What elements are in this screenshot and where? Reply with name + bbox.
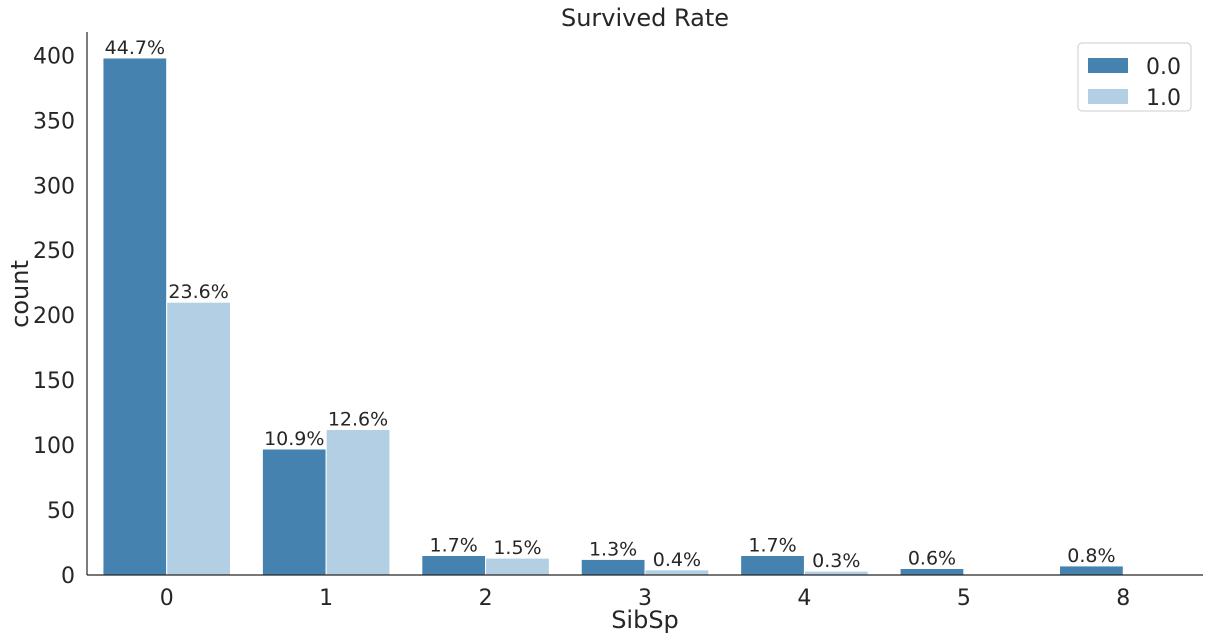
bar-series-1-cat-1 bbox=[325, 429, 391, 576]
bar-series-0-cat-3 bbox=[580, 558, 646, 576]
chart-title: Survived Rate bbox=[561, 4, 729, 32]
data-label-series-1-cat-2: 1.5% bbox=[493, 537, 541, 559]
y-tick-label: 250 bbox=[33, 239, 75, 264]
x-tick-label: 2 bbox=[479, 586, 493, 611]
data-label-series-0-cat-2: 1.7% bbox=[430, 535, 478, 557]
data-label-series-0-cat-4: 1.7% bbox=[748, 535, 796, 557]
bar-series-0-cat-2 bbox=[421, 555, 487, 576]
data-labels-group: 44.7% 10.9% 1.7% 1.3% 1.7% 0.6% 0.8% 23.6% 12.6%… bbox=[105, 37, 1116, 572]
x-tick-label: 0 bbox=[160, 586, 174, 611]
data-label-series-0-cat-0: 44.7% bbox=[105, 37, 165, 59]
bar-series-1-cat-2 bbox=[485, 557, 550, 576]
bar-series-1-cat-0 bbox=[166, 301, 231, 576]
y-tick-label: 300 bbox=[33, 174, 75, 199]
y-tick-label: 0 bbox=[61, 564, 75, 589]
legend-swatch-1 bbox=[1088, 89, 1128, 104]
data-label-series-0-cat-3: 1.3% bbox=[589, 538, 637, 560]
y-axis-label: count bbox=[6, 260, 34, 328]
y-tick-label: 400 bbox=[33, 44, 75, 69]
bars-group bbox=[102, 57, 1124, 576]
data-label-series-0-cat-5: 0.6% bbox=[908, 548, 956, 570]
y-tick-label: 150 bbox=[33, 369, 75, 394]
legend: 0.01.0 bbox=[1077, 42, 1192, 112]
legend-label-0: 0.0 bbox=[1146, 55, 1181, 80]
bar-series-0-cat-4 bbox=[740, 555, 805, 576]
data-label-series-0-cat-8: 0.8% bbox=[1067, 545, 1115, 567]
x-axis-label: SibSp bbox=[611, 606, 679, 634]
x-axis: 0 1 2 3 4 5 8 bbox=[87, 574, 1203, 611]
x-tick-label: 8 bbox=[1116, 586, 1130, 611]
y-tick-label: 350 bbox=[33, 109, 75, 134]
legend-swatch-0 bbox=[1088, 58, 1128, 73]
x-tick-label: 3 bbox=[638, 586, 652, 611]
data-label-series-1-cat-1: 12.6% bbox=[328, 409, 388, 431]
y-tick-label: 200 bbox=[33, 304, 75, 329]
x-tick-label: 1 bbox=[319, 586, 333, 611]
legend-label-1: 1.0 bbox=[1146, 86, 1181, 111]
bar-series-0-cat-1 bbox=[261, 448, 327, 576]
y-tick-label: 100 bbox=[33, 434, 75, 459]
y-tick-label: 50 bbox=[47, 499, 75, 524]
data-label-series-1-cat-3: 0.4% bbox=[653, 549, 701, 571]
data-label-series-1-cat-0: 23.6% bbox=[168, 281, 228, 303]
data-label-series-1-cat-4: 0.3% bbox=[812, 550, 860, 572]
x-tick-label: 5 bbox=[957, 586, 971, 611]
x-tick-label: 4 bbox=[797, 586, 811, 611]
data-label-series-0-cat-1: 10.9% bbox=[264, 428, 324, 450]
y-axis: 0 50 100 150 200 250 300 350 400 bbox=[33, 32, 88, 589]
bar-series-0-cat-0 bbox=[102, 57, 168, 576]
bar-series-0-cat-8 bbox=[1059, 565, 1124, 576]
